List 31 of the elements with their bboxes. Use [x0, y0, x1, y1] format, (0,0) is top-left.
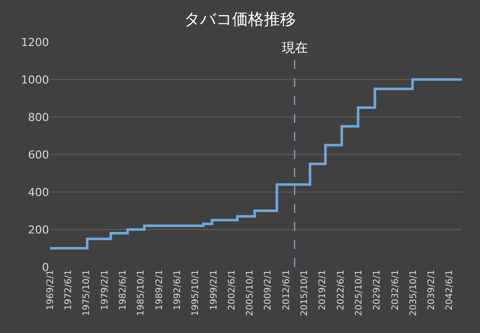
x-tick-label: 1982/6/1 [118, 270, 128, 310]
x-tick-label: 1995/10/1 [191, 270, 202, 316]
x-tick-label: 1992/6/1 [172, 270, 183, 310]
x-tick-label: 2009/2/1 [264, 270, 274, 310]
x-tick-label: 1969/2/1 [46, 270, 56, 310]
x-tick-label: 2019/2/1 [318, 270, 328, 310]
y-tick-label: 600 [28, 148, 49, 162]
x-tick-label: 2015/10/1 [300, 270, 310, 316]
x-tick-label: 2029/2/1 [372, 270, 383, 310]
x-tick-label: 2042/6/1 [445, 270, 456, 310]
chart-title: タバコ価格推移 [184, 10, 296, 29]
y-tick-label: 1200 [21, 36, 49, 49]
x-tick-label: 1979/2/1 [100, 270, 110, 310]
y-tick-label: 1000 [21, 73, 49, 86]
x-tick-label: 1989/2/1 [154, 270, 165, 310]
x-tick-label: 2035/10/1 [408, 270, 419, 316]
x-tick-label: 2012/6/1 [282, 270, 292, 310]
x-tick-label: 1999/2/1 [209, 270, 220, 310]
y-tick-label: 400 [28, 186, 49, 199]
y-tick-label: 800 [28, 110, 49, 124]
y-tick-label: 200 [28, 223, 49, 236]
x-tick-label: 2025/10/1 [354, 270, 364, 316]
x-tick-label: 2002/6/1 [227, 270, 238, 310]
x-tick-label: 2032/6/1 [390, 270, 401, 310]
x-tick-label: 1985/10/1 [136, 270, 147, 316]
x-tick-label: 2022/6/1 [336, 270, 346, 310]
x-tick-label: 2039/2/1 [427, 270, 438, 310]
ref-line-label: 現在 [282, 41, 308, 56]
x-tick-label: 2005/10/1 [246, 270, 256, 316]
x-tick-label: 1975/10/1 [82, 270, 92, 316]
x-tick-label: 1972/6/1 [64, 270, 74, 310]
